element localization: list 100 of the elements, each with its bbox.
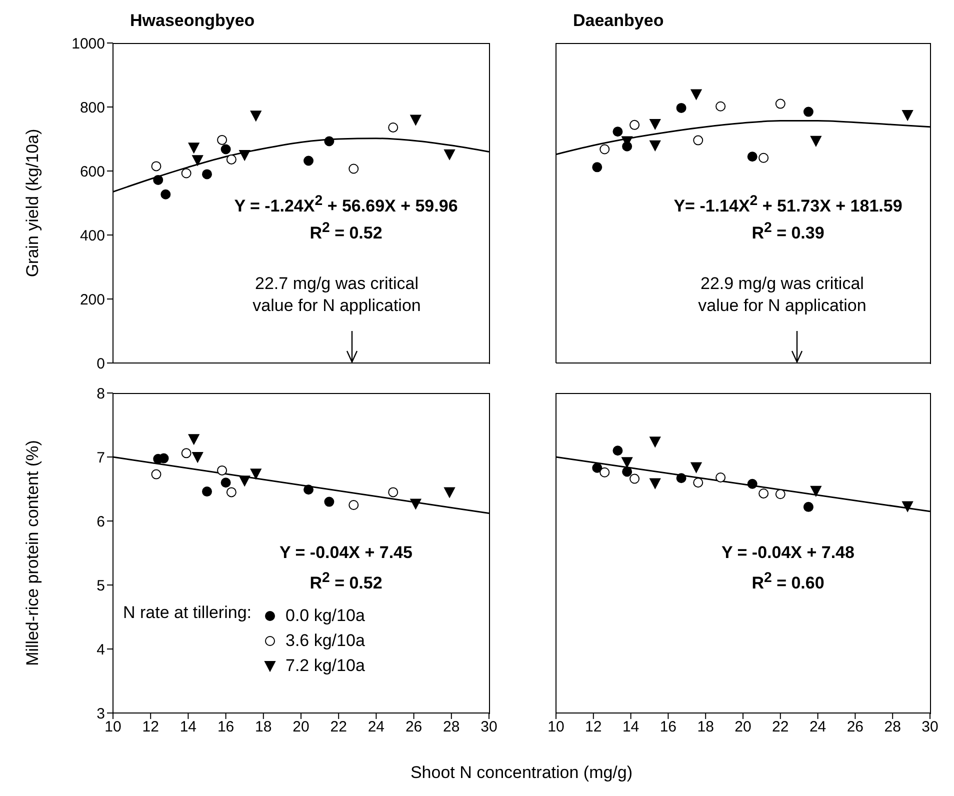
x-tick-label: 28: [443, 718, 460, 736]
point: [810, 136, 822, 146]
y-tick-label: 400: [80, 227, 105, 244]
point: [151, 469, 162, 480]
x-tick-label: 18: [255, 718, 272, 736]
point: [226, 487, 236, 498]
point: [693, 135, 704, 146]
point: [747, 478, 758, 489]
point: [716, 101, 726, 112]
point: [803, 106, 814, 117]
y-tick-label: 800: [80, 99, 105, 116]
point: [348, 500, 359, 510]
annotation: Y = -1.24X$^{2}$ + 56.69X + 59.96: [234, 193, 458, 218]
annotation: Y = -0.04X + 7.45: [280, 543, 412, 564]
y-tick-label: 600: [80, 163, 105, 180]
point: [630, 120, 640, 130]
point: [160, 189, 171, 200]
x-tick-label: 14: [622, 718, 640, 736]
point: [650, 140, 661, 151]
annotation: Y = -0.04X + 7.48: [722, 543, 854, 564]
y-axis-title: Grain yield (kg/10a): [23, 128, 43, 278]
annotation: Y= -1.14X$^{2}$ + 51.73X + 181.59: [674, 193, 902, 218]
x-tick-label: 16: [660, 718, 677, 736]
legend-label: 0.0 kg/10a: [286, 606, 365, 626]
point: [388, 487, 398, 498]
point: [612, 126, 623, 137]
annotation: R$^{2}$ = 0.52: [310, 220, 382, 244]
point: [202, 169, 212, 180]
point: [902, 110, 914, 120]
point: [188, 434, 200, 445]
point: [250, 110, 262, 122]
point: [630, 474, 640, 484]
x-tick-label: 12: [585, 718, 602, 736]
point: [693, 478, 704, 488]
point: [758, 488, 769, 498]
x-tick-label: 10: [548, 718, 564, 736]
point: [676, 473, 686, 484]
point: [217, 465, 228, 476]
point: [600, 467, 610, 478]
point: [220, 144, 231, 154]
x-tick-label: 14: [180, 718, 197, 736]
point: [188, 142, 200, 154]
point: [192, 155, 204, 166]
point: [202, 486, 212, 497]
point: [226, 154, 236, 164]
x-tick-label: 30: [480, 718, 498, 736]
x-tick-label: 20: [292, 718, 310, 736]
point: [747, 152, 758, 162]
point: [810, 486, 822, 496]
x-tick-label: 28: [884, 718, 901, 736]
ref-line-label: 22.7 mg/g was critical value for N application: [252, 273, 422, 317]
point: [151, 161, 162, 172]
point: [239, 150, 250, 160]
y-tick-label: 5: [96, 577, 105, 594]
point: [650, 118, 661, 130]
point: [304, 484, 314, 495]
x-tick-label: 26: [405, 718, 422, 736]
point: [181, 168, 192, 178]
point: [410, 498, 422, 510]
x-tick-label: 16: [217, 718, 234, 736]
chart-title: Daeanbyeo: [573, 11, 664, 31]
annotation: R$^{2}$ = 0.39: [752, 220, 824, 244]
point: [758, 152, 769, 163]
y-tick-label: 200: [80, 291, 105, 308]
x-axis-title: Shoot N concentration (mg/g): [410, 763, 633, 783]
point: [444, 487, 456, 498]
y-tick-label: 4: [96, 641, 105, 658]
y-tick-label: 1000: [72, 35, 105, 52]
point: [775, 489, 786, 500]
legend-label: 3.6 kg/10a: [286, 630, 365, 650]
point: [690, 89, 702, 100]
y-tick-label: 8: [96, 385, 105, 402]
point: [622, 466, 632, 477]
point: [444, 149, 456, 160]
point: [388, 122, 398, 132]
x-tick-label: 22: [330, 718, 347, 736]
point: [324, 136, 334, 146]
point: [239, 476, 250, 486]
point: [775, 98, 786, 109]
point: [192, 452, 204, 462]
point: [304, 156, 314, 166]
x-tick-label: 12: [142, 718, 159, 736]
point: [592, 462, 602, 473]
point: [181, 448, 192, 458]
legend-title: N rate at tillering:: [123, 603, 252, 624]
annotation: R$^{2}$ = 0.52: [310, 570, 382, 594]
chart-title: Hwaseongbyeo: [130, 11, 255, 31]
point: [622, 457, 633, 468]
point: [676, 102, 686, 113]
point: [650, 478, 661, 489]
point: [348, 164, 359, 174]
y-tick-label: 3: [96, 705, 105, 722]
x-tick-label: 24: [809, 718, 826, 736]
x-tick-label: 18: [697, 718, 714, 736]
point: [220, 478, 231, 488]
annotation: R$^{2}$ = 0.60: [752, 570, 824, 594]
point: [650, 436, 661, 448]
point: [217, 134, 228, 145]
point: [612, 446, 623, 456]
point: [690, 462, 702, 473]
